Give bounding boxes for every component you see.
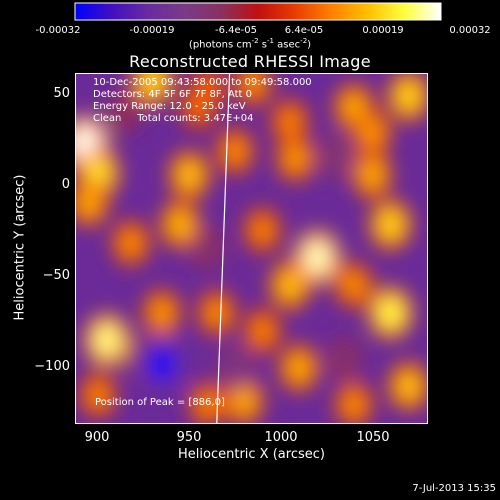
heatmap-blob [243,74,264,96]
heatmap-blob [303,241,331,275]
heatmap-canvas [76,74,427,423]
heatmap-blob [252,318,273,344]
heatmap-blob [224,355,246,381]
colorbar-gradient [74,2,442,21]
heatmap-blob [147,347,176,382]
heatmap-blob [140,74,165,96]
heatmap-blob [177,161,201,190]
heatmap-blob [233,387,256,415]
heatmap-blob [93,324,121,357]
colorbar-tick: -0.00032 [35,25,81,36]
heatmap-blob [206,300,228,326]
peak-position-text: Position of Peak = [886,0] [95,397,225,408]
x-axis-label: Heliocentric X (arcsec) [178,447,325,462]
x-tick-label: 1050 [356,430,390,445]
time-range-text: 10-Dec-2005 09:43:58.000 to 09:49:58.000 [93,77,312,88]
heatmap-plot [75,73,428,424]
clean-counts-text: Clean Total counts: 3.47E+04 [93,113,254,124]
heatmap-blob [343,391,365,418]
heatmap-blob [396,81,421,111]
heatmap-blob [361,119,383,146]
x-tick-label: 950 [176,430,202,445]
heatmap-blob [284,145,306,172]
energy-range-text: Energy Range: 12.0 - 25.0 keV [93,101,246,112]
y-tick-label: −50 [42,268,70,283]
heatmap-blob [377,297,404,329]
heatmap-blob [288,354,310,382]
colorbar [74,2,442,21]
heatmap-blob [87,382,108,408]
timestamp: 7-Jul-2013 15:35 [412,483,496,494]
heatmap-blob [397,372,421,401]
heatmap-blob [224,138,246,164]
colorbar-unit-label: (photons cm-2 s-1 asec-2) [188,37,312,51]
colorbar-tick: 0.00019 [362,25,404,36]
x-tick-label: 1000 [264,430,298,445]
y-axis-label: Heliocentric Y (arcsec) [12,174,28,321]
detectors-text: Detectors: 4F 5F 6F 7F 8F, Att 0 [93,89,253,100]
heatmap-blob [151,299,173,326]
heatmap-blob [335,347,354,371]
heatmap-blob [188,95,209,120]
colorbar-tick: 0.00032 [449,25,491,36]
heatmap-blob [252,217,273,243]
heatmap-blob [198,237,217,260]
x-tick-label: 900 [84,430,110,445]
heatmap-blob [120,230,142,256]
y-tick-label: −100 [34,359,70,374]
colorbar-tick: 6.4e-05 [284,25,324,36]
heatmap-blob [77,189,100,217]
y-tick-label: 50 [53,86,70,101]
heatmap-blob [343,272,365,298]
colorbar-tick: -6.4e-05 [215,25,257,36]
heatmap-blobs [76,74,427,423]
heatmap-blob [197,392,218,418]
heatmap-blob [278,271,302,300]
heatmap-blob [169,210,192,239]
heatmap-blob [279,109,300,135]
solar-limb-line [216,74,231,423]
y-tick-label: 0 [61,177,70,192]
heatmap-blob [325,144,346,169]
heatmap-blob [361,161,384,189]
heatmap-blob [342,93,365,121]
heatmap-blob [378,210,403,240]
colorbar-tick: -0.00019 [129,25,175,36]
chart-title: Reconstructed RHESSI Image [129,52,371,71]
heatmap-blob [116,99,135,122]
